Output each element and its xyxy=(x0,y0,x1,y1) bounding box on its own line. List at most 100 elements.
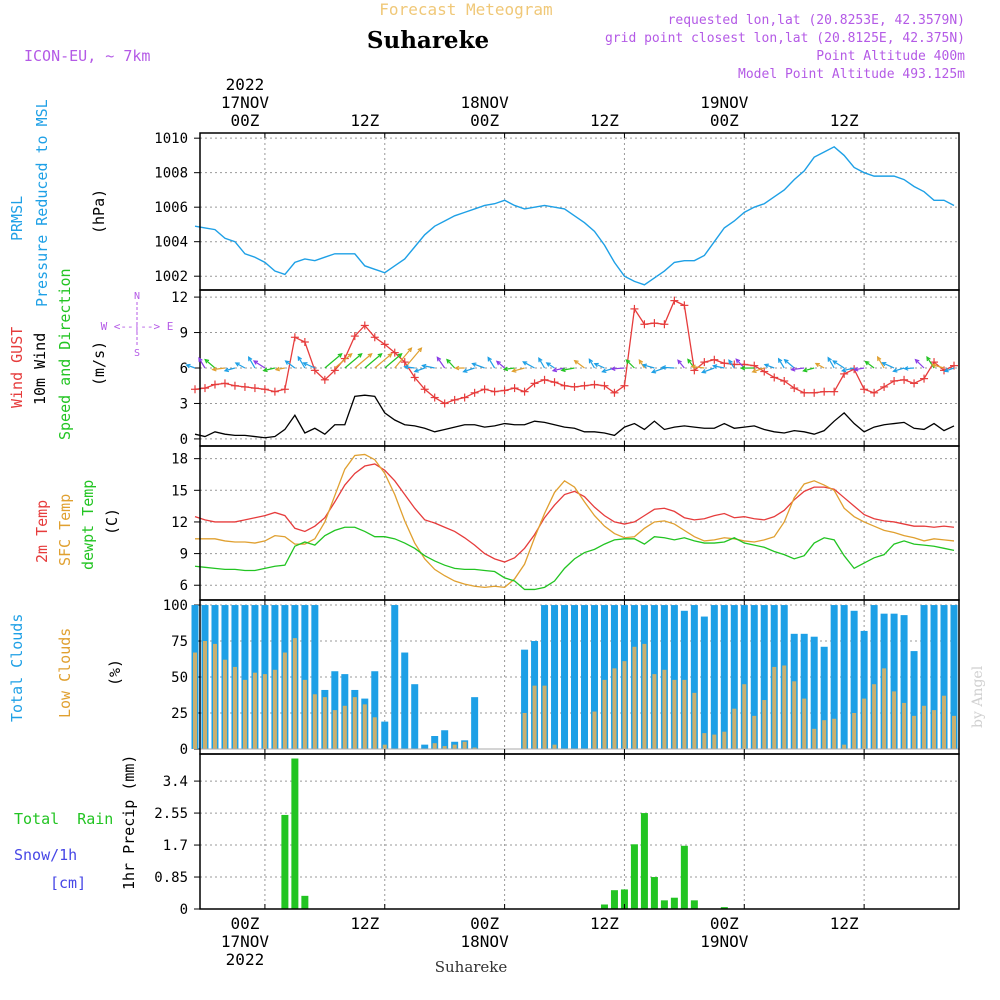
total-cloud-bar xyxy=(920,605,928,749)
low-cloud-bar xyxy=(872,684,877,749)
wind-arrow-head xyxy=(248,356,253,362)
precip-bar xyxy=(650,877,658,909)
total-cloud-bar xyxy=(820,646,828,749)
precip-panel-labels: Total Rain Snow/1h [cm] 1hr Precip (mm) xyxy=(14,755,138,892)
wind-arrow-head xyxy=(660,365,667,370)
wind-direction-arrow xyxy=(551,367,565,373)
low-cloud-bar xyxy=(602,679,607,749)
wind-direction-arrow xyxy=(234,362,246,369)
total-cloud-bar xyxy=(600,605,608,749)
wind-arrow-head xyxy=(763,363,769,368)
wind-direction-arrow xyxy=(827,356,835,369)
gust-marker xyxy=(610,388,619,397)
wind-arrow-head xyxy=(802,367,808,373)
wind-arrow-shaft xyxy=(235,362,246,369)
low-cloud-bar xyxy=(652,674,657,749)
gust-marker xyxy=(540,375,549,384)
wind-arrow-shaft xyxy=(212,367,226,371)
wind-direction-arrow xyxy=(538,357,546,369)
wind-direction-arrow xyxy=(790,366,805,372)
time-label-top: 00Z xyxy=(710,111,739,130)
wind-arrow-shaft xyxy=(594,363,605,369)
low-cloud-bar xyxy=(302,679,307,749)
low-cloud-bar xyxy=(802,698,807,749)
gust-marker xyxy=(210,380,219,389)
gust-marker xyxy=(320,375,329,384)
total-cloud-bar xyxy=(800,633,808,749)
time-label-top: 18NOV xyxy=(461,93,510,112)
y-tick-label: 0.85 xyxy=(154,870,188,886)
low-clouds-label: Low Clouds xyxy=(56,628,74,718)
low-cloud-bar xyxy=(792,681,797,749)
wind-arrow-shaft xyxy=(702,367,715,373)
low-cloud-bar xyxy=(732,708,737,749)
time-label-top: 12Z xyxy=(830,111,859,130)
precip-bar xyxy=(640,813,648,909)
gust-marker xyxy=(440,399,449,408)
wind-direction-arrow xyxy=(374,353,393,369)
wind-arrow-shaft xyxy=(815,362,825,369)
low-cloud-bar xyxy=(672,679,677,749)
y-tick-label: 0 xyxy=(180,902,188,918)
wind-arrow-shaft xyxy=(764,364,775,369)
total-cloud-bar xyxy=(690,605,698,749)
wind-arrow-shaft xyxy=(522,361,535,369)
precip-bar xyxy=(690,900,698,909)
wind-direction-arrow xyxy=(274,366,285,372)
wind-arrow-shaft xyxy=(574,360,585,369)
wind-arrow-shaft xyxy=(552,367,565,372)
wind-arrow-head xyxy=(641,363,648,368)
y-tick-label: 25 xyxy=(171,706,188,722)
low-cloud-bar xyxy=(692,692,697,749)
wind-arrow-shaft xyxy=(642,364,655,369)
total-clouds-label: Total Clouds xyxy=(8,614,26,722)
wind-arrow-head xyxy=(892,368,898,373)
total-cloud-bar xyxy=(720,605,728,749)
wind-arrow-head xyxy=(487,356,492,362)
low-cloud-bar xyxy=(342,705,347,749)
low-cloud-bar xyxy=(542,685,547,749)
wind-arrow-shaft xyxy=(877,356,885,369)
gust-marker xyxy=(370,333,379,342)
low-cloud-bar xyxy=(292,638,297,749)
wind-arrow-head xyxy=(436,356,442,362)
wind-arrow-head xyxy=(284,360,290,365)
wind-arrow-shaft xyxy=(414,367,425,373)
low-cloud-bar xyxy=(742,684,747,749)
wind-arrow-shaft xyxy=(198,357,206,369)
gust-marker xyxy=(760,367,769,376)
low-cloud-bar xyxy=(882,668,887,749)
wind-direction-arrow xyxy=(728,359,735,369)
wind-arrow-head xyxy=(198,356,203,363)
model-point-altitude: Model Point Altitude 493.125m xyxy=(738,67,965,82)
wind-arrow-head xyxy=(687,358,692,364)
total-cloud-bar xyxy=(950,605,958,749)
wind-arrow-head xyxy=(403,364,409,370)
wind-panel: 0 3 6 9 12 xyxy=(171,289,960,448)
precip-bar xyxy=(301,895,309,909)
wind-arrow-shaft xyxy=(803,367,815,372)
low-cloud-bar xyxy=(552,744,557,749)
wind-direction-arrow xyxy=(593,362,605,369)
total-cloud-bar xyxy=(930,605,938,749)
wind-arrow-head xyxy=(252,360,259,365)
clouds-panel: 0 25 50 75 100 xyxy=(163,598,960,758)
time-label-top: 17NOV xyxy=(221,93,270,112)
wind-arrow-shaft xyxy=(926,356,935,369)
wind-arrow-shaft xyxy=(904,367,915,370)
wind-arrow-head xyxy=(700,369,707,374)
wind-direction-arrow xyxy=(814,362,825,369)
wind-direction-arrow xyxy=(903,366,915,371)
gust-marker xyxy=(280,385,289,394)
low-cloud-bar xyxy=(332,710,337,749)
cloud-panel-labels: Total Clouds Low Clouds (%) xyxy=(8,614,124,722)
precip-bar xyxy=(630,844,638,909)
total-cloud-bar xyxy=(730,605,738,749)
gust-marker xyxy=(220,379,229,388)
wind-arrow-head xyxy=(832,360,838,365)
gust-marker xyxy=(900,375,909,384)
wind-arrow-shaft xyxy=(651,367,665,373)
wind-direction-arrow xyxy=(751,367,765,374)
wind-direction-arrow xyxy=(344,353,363,369)
